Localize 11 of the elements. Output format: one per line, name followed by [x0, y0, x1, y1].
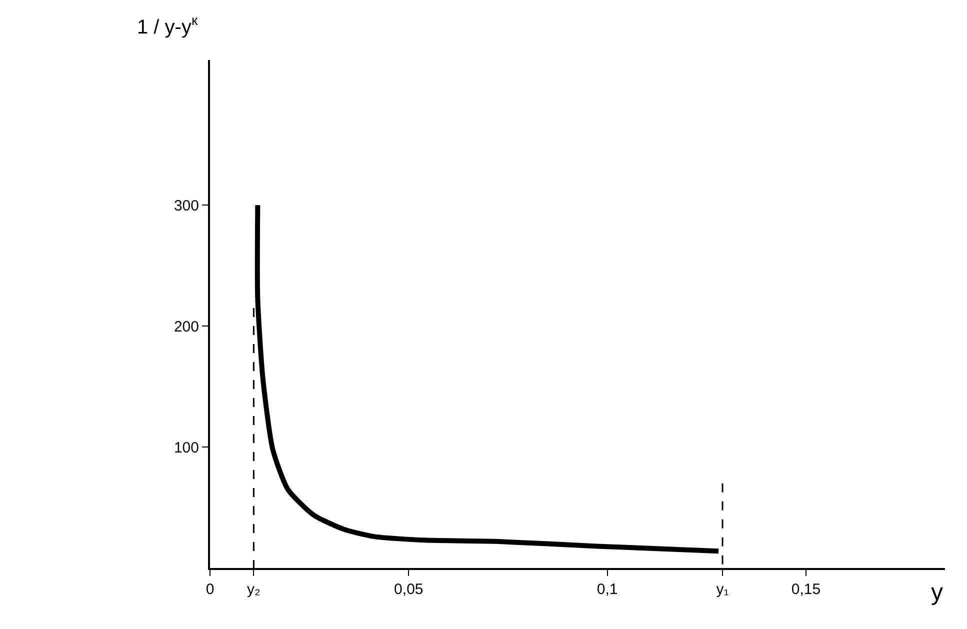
y-axis-title: 1 / y-y$^{к}$	[137, 12, 198, 38]
x-tick-label: 0,1	[596, 581, 618, 598]
x-tick-label: 0,05	[394, 581, 424, 598]
x-axis-title: y	[931, 579, 943, 606]
x-tick-label: 0,15	[791, 581, 821, 598]
x-tick-label: y₂	[247, 581, 261, 598]
y-tick-label: 300	[174, 197, 199, 214]
x-tick-label: y₁	[716, 581, 729, 598]
y-tick-label: 200	[174, 318, 199, 336]
x-tick-label: 0	[206, 581, 214, 598]
y-tick-label: 100	[174, 439, 199, 456]
